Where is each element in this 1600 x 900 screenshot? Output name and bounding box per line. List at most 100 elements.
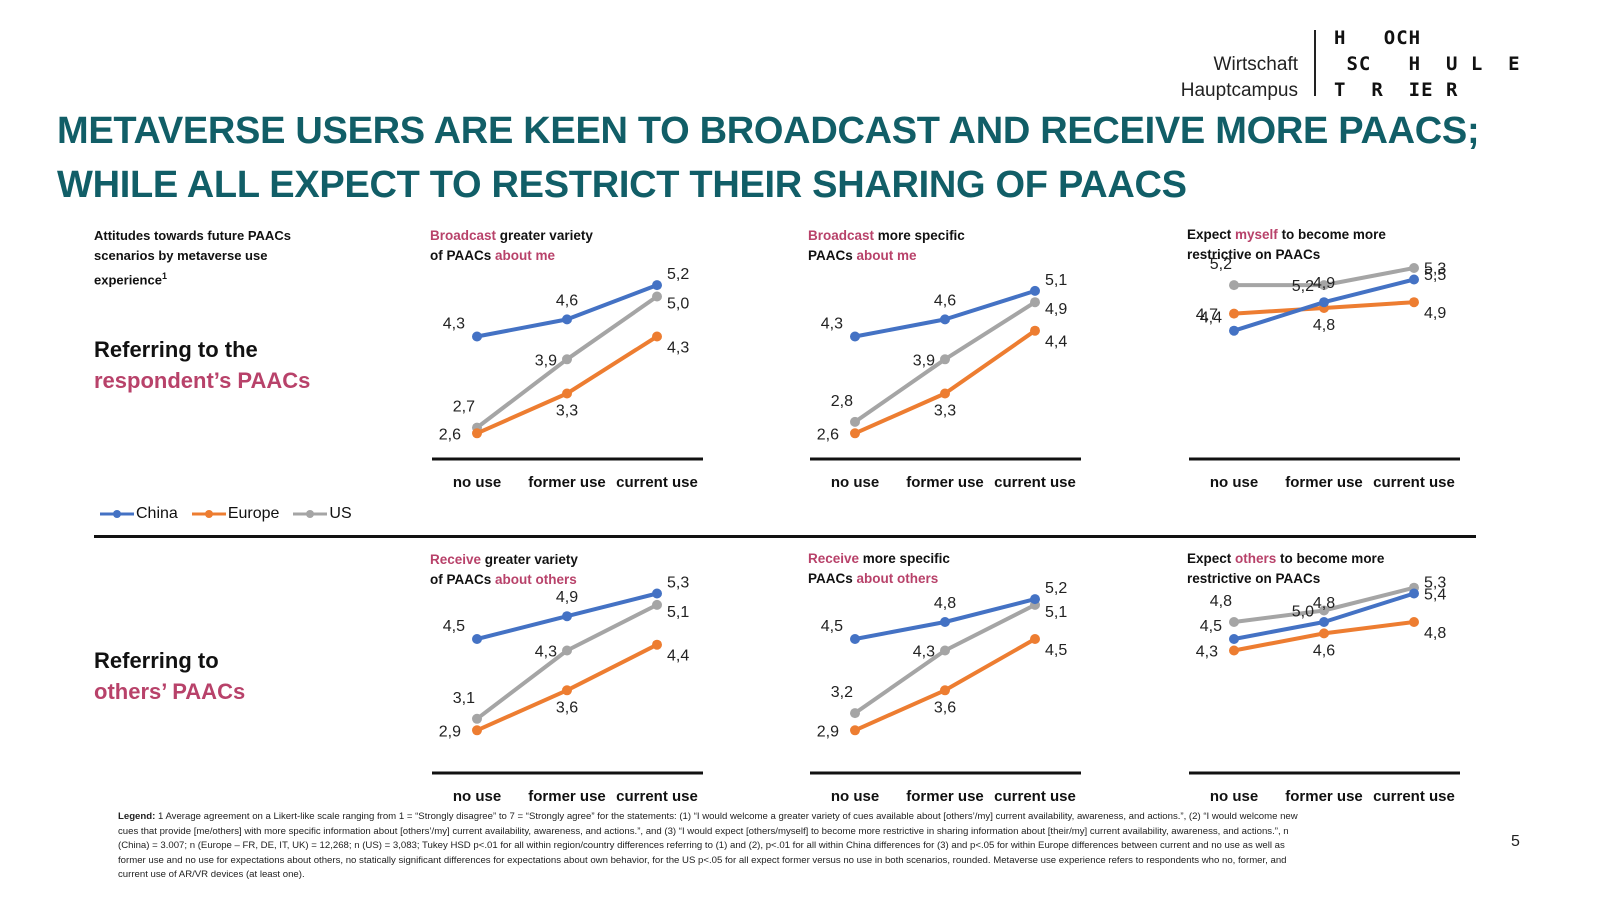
data-label-us: 4,3 (535, 644, 557, 661)
chart-title-text: more specific (874, 228, 965, 243)
data-point-europe (850, 428, 860, 439)
chart-title-text: greater variety (496, 228, 593, 243)
data-point-china (472, 331, 482, 342)
data-label-us: 5,1 (667, 604, 689, 621)
x-tick-label: current use (994, 788, 1076, 805)
data-label-china: 4,4 (1200, 310, 1222, 327)
chart-title-expect-others: Expect others to become more restrictive… (1187, 549, 1384, 589)
data-point-china (1319, 617, 1329, 627)
data-label-china: 4,3 (443, 316, 465, 333)
data-label-europe: 4,5 (1045, 642, 1067, 659)
data-point-europe (562, 388, 572, 399)
legend-item-us: US (293, 504, 352, 524)
data-point-china (562, 611, 572, 622)
chart-title-text: to become more (1276, 551, 1385, 566)
legend-swatch-europe (191, 510, 226, 518)
data-label-europe: 4,7 (1196, 307, 1218, 324)
data-point-us (940, 354, 950, 365)
x-tick-label: former use (528, 788, 606, 805)
data-point-china (1030, 594, 1040, 605)
data-label-us: 5,5 (1424, 267, 1446, 284)
footnote-marker: 1 (161, 271, 167, 281)
x-tick-label: no use (831, 474, 879, 491)
data-point-europe (1229, 645, 1239, 656)
chart-title-text: to become more (1277, 227, 1386, 242)
data-point-us (562, 354, 572, 365)
data-point-us (562, 645, 572, 656)
chart-title-receive-specific: Receive more specific PAACs about others (808, 549, 950, 589)
chart-title-text: of PAACs (430, 572, 496, 587)
data-label-us: 5,0 (667, 296, 689, 313)
chart-title-accent: Broadcast (430, 228, 497, 243)
data-label-china: 4,9 (556, 589, 578, 606)
data-label-europe: 4,8 (1313, 317, 1335, 334)
data-label-europe: 4,9 (1424, 305, 1446, 322)
chart-broadcast-variety: no use former use current use 4,3 4,6 5,2 2,6 3… (432, 266, 703, 491)
data-label-europe: 3,3 (556, 402, 578, 419)
data-point-us (1319, 605, 1329, 616)
chart-title-accent: others (1235, 551, 1277, 566)
data-label-china: 5,3 (1424, 261, 1446, 278)
chart-title-text: of PAACs (430, 248, 496, 263)
x-tick-label: no use (831, 788, 879, 805)
x-tick-label: former use (1285, 788, 1363, 805)
data-label-us: 5,0 (1292, 604, 1314, 621)
data-label-china: 5,2 (1045, 580, 1067, 597)
data-label-china: 5,3 (667, 575, 689, 592)
data-label-us: 2,8 (831, 393, 853, 410)
legend-label-us: US (329, 505, 352, 522)
data-label-europe: 4,3 (667, 340, 689, 357)
data-label-us: 5,2 (1210, 256, 1232, 273)
data-point-china (1229, 634, 1239, 644)
data-point-europe (1409, 617, 1419, 627)
chart-broadcast-specific: no use former use current use 4,3 4,6 5,1 2,6 3… (810, 272, 1081, 491)
data-point-us (1030, 297, 1040, 308)
data-point-europe (850, 725, 860, 736)
data-label-us: 4,9 (1045, 301, 1067, 318)
chart-title-accent: Receive (808, 551, 860, 566)
data-label-europe: 4,4 (1045, 334, 1067, 351)
page-title-line2: WHILE ALL EXPECT TO RESTRICT THEIR SHARI… (57, 164, 1187, 206)
data-label-europe: 3,6 (934, 699, 956, 716)
chart-title-text: Expect (1187, 227, 1236, 242)
data-point-us (472, 713, 482, 724)
data-point-us (1319, 280, 1329, 291)
x-tick-label: current use (616, 474, 698, 491)
intro-body: Attitudes towards future PAACs scenarios… (94, 228, 291, 288)
data-label-china: 4,8 (934, 595, 956, 612)
x-tick-label: current use (616, 788, 698, 805)
data-point-europe (940, 388, 950, 399)
logo-department-line1: Wirtschaft (1213, 54, 1298, 75)
data-label-china: 4,8 (1313, 595, 1335, 612)
chart-title-expect-myself: Expect myself to become more restrictive… (1187, 225, 1386, 265)
legend-swatch-china (100, 510, 134, 518)
data-point-us (652, 291, 662, 302)
chart-title-text: Expect (1187, 551, 1236, 566)
data-label-china: 4,5 (1200, 618, 1222, 635)
data-point-europe (652, 331, 662, 342)
data-point-china (850, 634, 860, 644)
data-label-us: 4,3 (913, 644, 935, 661)
x-tick-label: former use (906, 788, 984, 805)
logo-divider (1314, 30, 1316, 96)
logo-hochschule-trier: H OCH SC H U L E T R IE R (1334, 25, 1521, 103)
data-label-us: 4,8 (1210, 593, 1232, 610)
chart-title-text: restrictive on PAACs (1187, 571, 1321, 586)
data-point-us (850, 708, 860, 719)
data-point-china (1409, 588, 1419, 599)
data-point-china (652, 588, 662, 599)
data-label-europe: 2,9 (817, 723, 839, 740)
chart-title-accent: about me (495, 248, 556, 263)
data-label-us: 2,7 (453, 399, 475, 416)
data-point-china (1409, 274, 1419, 285)
data-label-europe: 2,9 (439, 723, 461, 740)
data-point-china (850, 331, 860, 342)
data-point-europe (1409, 297, 1419, 308)
legend-label-europe: Europe (227, 505, 280, 522)
data-point-china (940, 617, 950, 627)
chart-title-text: PAACs (808, 248, 857, 263)
data-point-us (1229, 280, 1239, 291)
data-label-us: 3,9 (913, 352, 935, 369)
data-label-china: 4,6 (934, 292, 956, 309)
chart-expect-others: no use former use current use 4,5 4,8 5,3 4,3 4… (1189, 575, 1460, 805)
